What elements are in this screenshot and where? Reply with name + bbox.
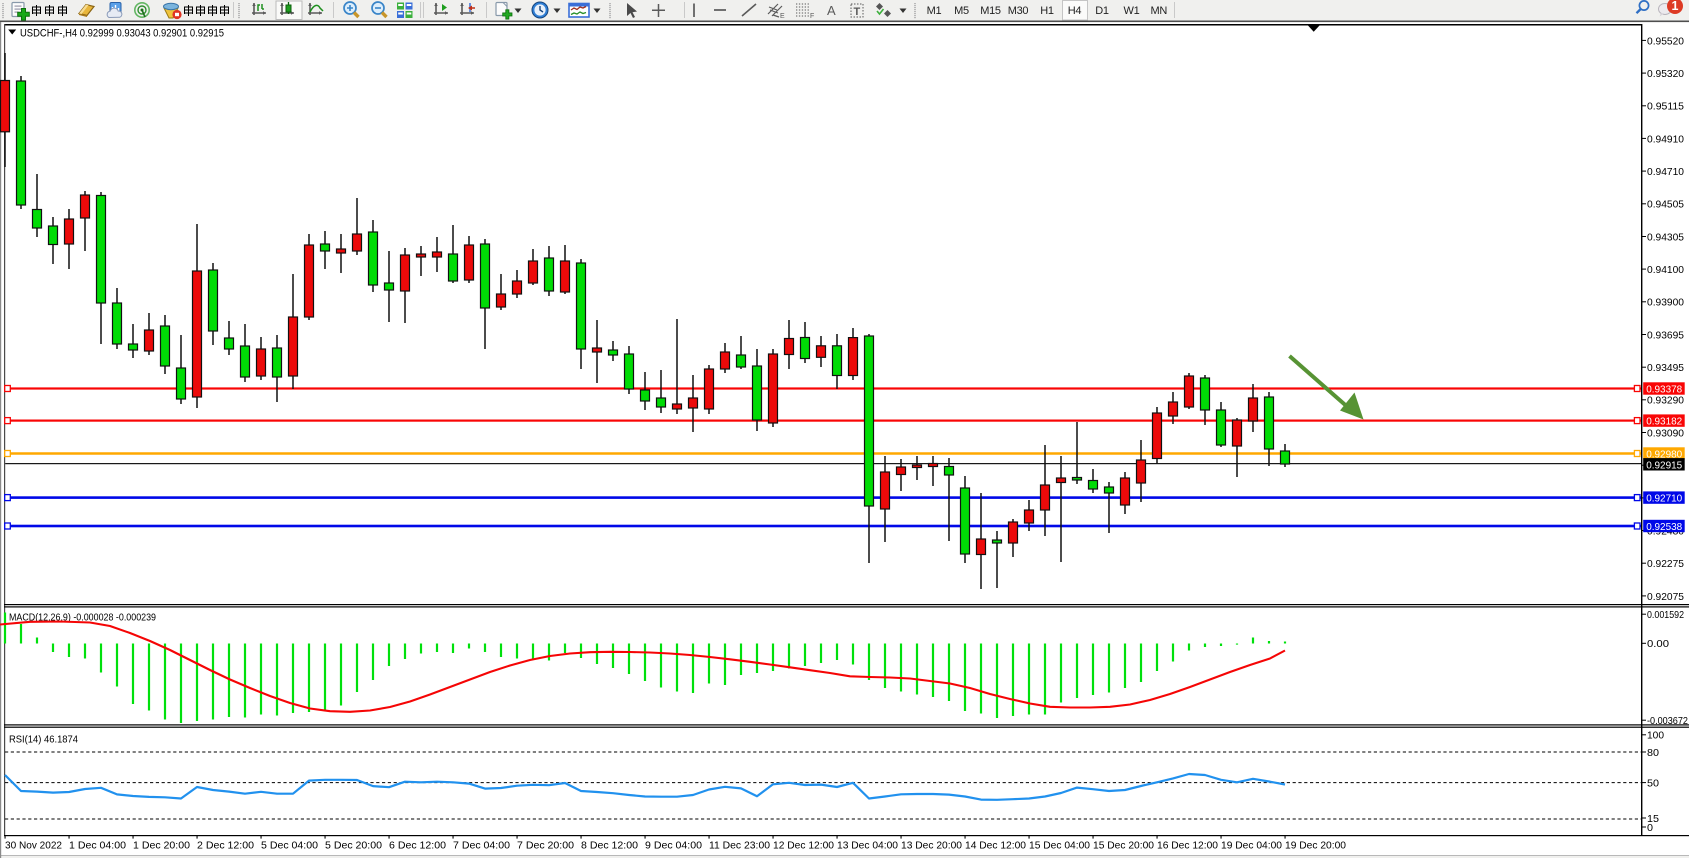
svg-text:0.93290: 0.93290 [1647,395,1684,407]
svg-text:0.95115: 0.95115 [1647,101,1684,113]
svg-text:13 Dec 04:00: 13 Dec 04:00 [837,840,898,852]
svg-text:MACD(12,26,9) -0.000028 -0.000: MACD(12,26,9) -0.000028 -0.000239 [9,612,156,624]
svg-text:0.001592: 0.001592 [1647,609,1684,621]
svg-text:0.94100: 0.94100 [1647,264,1684,276]
svg-text:5 Dec 04:00: 5 Dec 04:00 [261,840,318,852]
svg-text:15: 15 [1647,813,1659,825]
svg-text:0.94305: 0.94305 [1647,231,1684,243]
svg-text:H4: H4 [1068,5,1082,17]
svg-text:A: A [827,3,836,18]
svg-text:1: 1 [1672,0,1679,13]
svg-text:-0.003672: -0.003672 [1647,715,1688,727]
svg-text:0.92075: 0.92075 [1647,591,1684,603]
svg-text:0.94505: 0.94505 [1647,199,1684,211]
svg-text:19 Dec 04:00: 19 Dec 04:00 [1221,840,1282,852]
svg-text:M1: M1 [927,5,942,17]
svg-text:13 Dec 20:00: 13 Dec 20:00 [901,840,962,852]
svg-text:0.00: 0.00 [1647,638,1669,650]
svg-text:16 Dec 12:00: 16 Dec 12:00 [1157,840,1218,852]
svg-text:100: 100 [1647,730,1664,742]
svg-text:0.92980: 0.92980 [1646,449,1682,461]
svg-text:USDCHF-,H4 0.92999 0.93043 0.: USDCHF-,H4 0.92999 0.93043 0.92901 0.929… [20,28,224,40]
svg-text:14 Dec 12:00: 14 Dec 12:00 [965,840,1026,852]
svg-text:1 Dec 04:00: 1 Dec 04:00 [69,840,126,852]
svg-text:RSI(14) 46.1874: RSI(14) 46.1874 [9,734,78,746]
svg-text:MN: MN [1151,5,1168,17]
svg-text:0.93182: 0.93182 [1646,416,1682,428]
svg-text:19 Dec 20:00: 19 Dec 20:00 [1285,840,1346,852]
svg-text:0.92275: 0.92275 [1647,558,1684,570]
svg-text:11 Dec 23:00: 11 Dec 23:00 [709,840,770,852]
svg-text:M15: M15 [980,5,1001,17]
svg-text:0.95520: 0.95520 [1647,35,1684,47]
svg-text:0.92710: 0.92710 [1646,493,1682,505]
svg-text:0.93900: 0.93900 [1647,297,1684,309]
svg-text:0.93090: 0.93090 [1647,427,1684,439]
svg-text:1 Dec 20:00: 1 Dec 20:00 [133,840,190,852]
svg-text:0.93378: 0.93378 [1646,384,1682,396]
svg-text:F: F [810,13,814,20]
svg-text:0.92915: 0.92915 [1646,459,1682,471]
svg-text:15 Dec 04:00: 15 Dec 04:00 [1029,840,1090,852]
svg-text:0.94710: 0.94710 [1647,166,1684,178]
svg-text:D1: D1 [1095,5,1109,17]
svg-text:M5: M5 [954,5,969,17]
svg-text:W1: W1 [1124,5,1140,17]
svg-text:0.93695: 0.93695 [1647,329,1684,341]
svg-text:50: 50 [1647,778,1659,790]
svg-text:0.93495: 0.93495 [1647,362,1684,374]
svg-text:0.94910: 0.94910 [1647,133,1684,145]
svg-text:T: T [854,6,861,18]
svg-text:80: 80 [1647,747,1659,759]
svg-text:0.92538: 0.92538 [1646,521,1682,533]
svg-text:E: E [780,13,785,20]
svg-text:9 Dec 04:00: 9 Dec 04:00 [645,840,702,852]
svg-text:7 Dec 04:00: 7 Dec 04:00 [453,840,510,852]
svg-text:2 Dec 12:00: 2 Dec 12:00 [197,840,254,852]
svg-text:15 Dec 20:00: 15 Dec 20:00 [1093,840,1154,852]
svg-text:M30: M30 [1008,5,1029,17]
svg-text:12 Dec 12:00: 12 Dec 12:00 [773,840,834,852]
svg-text:5 Dec 20:00: 5 Dec 20:00 [325,840,382,852]
svg-text:30 Nov 2022: 30 Nov 2022 [5,840,62,852]
svg-text:0: 0 [1647,822,1653,834]
svg-text:8 Dec 12:00: 8 Dec 12:00 [581,840,638,852]
svg-text:0.95320: 0.95320 [1647,68,1684,80]
svg-text:7 Dec 20:00: 7 Dec 20:00 [517,840,574,852]
svg-text:H1: H1 [1040,5,1054,17]
svg-text:6 Dec 12:00: 6 Dec 12:00 [389,840,446,852]
